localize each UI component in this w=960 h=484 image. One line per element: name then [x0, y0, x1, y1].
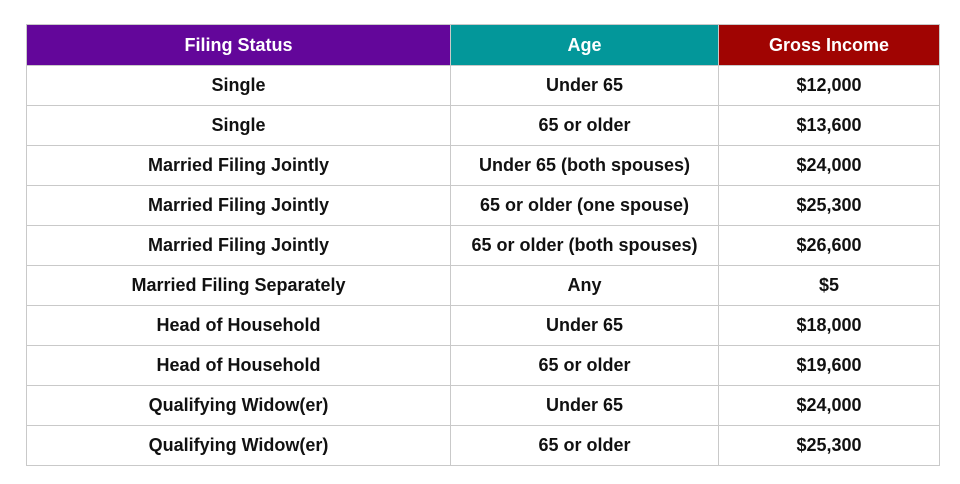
table-row: Single Under 65 $12,000: [26, 65, 940, 106]
gross-income-cell: $18,000: [718, 305, 940, 346]
filing-status-cell: Single: [26, 105, 451, 146]
filing-status-cell: Head of Household: [26, 345, 451, 386]
age-cell: 65 or older: [450, 105, 719, 146]
filing-requirements-table: Filing Status Age Gross Income Single Un…: [26, 24, 940, 466]
age-cell: Any: [450, 265, 719, 306]
age-cell: Under 65: [450, 385, 719, 426]
gross-income-cell: $19,600: [718, 345, 940, 386]
gross-income-cell: $26,600: [718, 225, 940, 266]
table-row: Married Filing Jointly 65 or older (one …: [26, 185, 940, 226]
table-row: Single 65 or older $13,600: [26, 105, 940, 146]
gross-income-cell: $25,300: [718, 185, 940, 226]
age-cell: 65 or older: [450, 425, 719, 466]
filing-status-cell: Married Filing Jointly: [26, 145, 451, 186]
header-filing-status: Filing Status: [26, 24, 451, 66]
gross-income-cell: $5: [718, 265, 940, 306]
gross-income-cell: $12,000: [718, 65, 940, 106]
table-row: Qualifying Widow(er) 65 or older $25,300: [26, 425, 940, 466]
table-header-row: Filing Status Age Gross Income: [26, 24, 940, 66]
age-cell: Under 65: [450, 65, 719, 106]
age-cell: 65 or older (both spouses): [450, 225, 719, 266]
table-row: Head of Household 65 or older $19,600: [26, 345, 940, 386]
gross-income-cell: $24,000: [718, 145, 940, 186]
filing-requirements-table-container: Filing Status Age Gross Income Single Un…: [26, 24, 940, 466]
filing-status-cell: Head of Household: [26, 305, 451, 346]
gross-income-cell: $24,000: [718, 385, 940, 426]
filing-status-cell: Married Filing Jointly: [26, 185, 451, 226]
filing-status-cell: Married Filing Jointly: [26, 225, 451, 266]
filing-status-cell: Qualifying Widow(er): [26, 425, 451, 466]
header-gross-income: Gross Income: [718, 24, 940, 66]
table-row: Married Filing Jointly Under 65 (both sp…: [26, 145, 940, 186]
table-row: Head of Household Under 65 $18,000: [26, 305, 940, 346]
table-row: Married Filing Jointly 65 or older (both…: [26, 225, 940, 266]
filing-status-cell: Single: [26, 65, 451, 106]
age-cell: 65 or older (one spouse): [450, 185, 719, 226]
age-cell: Under 65 (both spouses): [450, 145, 719, 186]
table-row: Qualifying Widow(er) Under 65 $24,000: [26, 385, 940, 426]
gross-income-cell: $13,600: [718, 105, 940, 146]
filing-status-cell: Qualifying Widow(er): [26, 385, 451, 426]
age-cell: 65 or older: [450, 345, 719, 386]
table-row: Married Filing Separately Any $5: [26, 265, 940, 306]
filing-status-cell: Married Filing Separately: [26, 265, 451, 306]
header-age: Age: [450, 24, 719, 66]
age-cell: Under 65: [450, 305, 719, 346]
gross-income-cell: $25,300: [718, 425, 940, 466]
